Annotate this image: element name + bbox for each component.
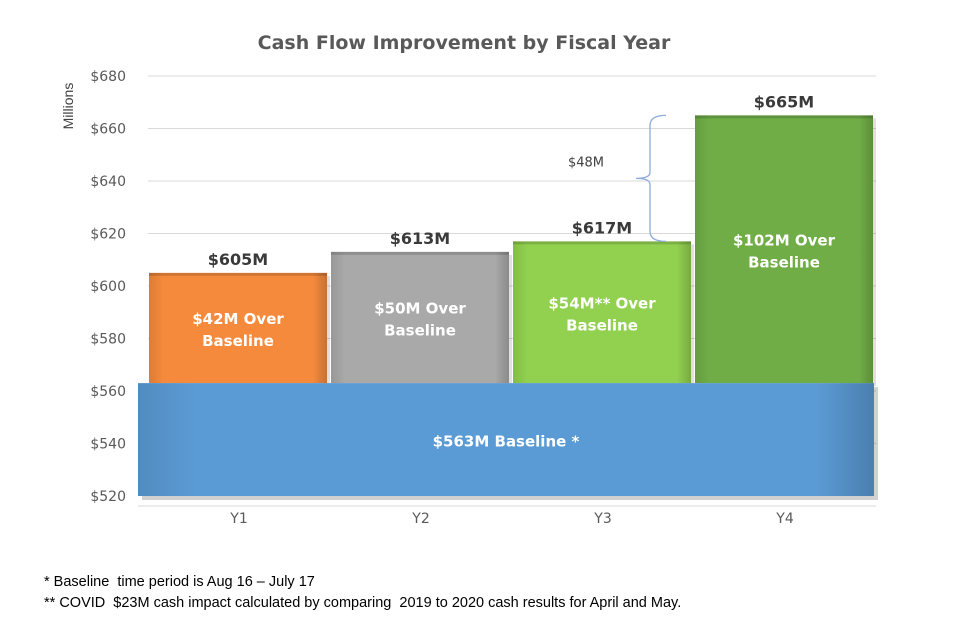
bar-top-edge (149, 272, 327, 276)
y-tick-label: $580 (90, 332, 126, 348)
y-axis-label: Millions (60, 83, 76, 130)
footnote-baseline: * Baseline time period is Aug 16 – July … (44, 574, 315, 590)
bar-shading (695, 115, 873, 384)
y-tick-label: $520 (90, 489, 126, 505)
annotation-label: $48M (568, 155, 604, 170)
footnotes: * Baseline time period is Aug 16 – July … (44, 572, 681, 614)
bar-top-edge (513, 241, 691, 245)
chart-title: Cash Flow Improvement by Fiscal Year (258, 32, 671, 54)
bar-top-edge (331, 251, 509, 255)
difference-annotation: $48M (568, 114, 667, 243)
x-tick-label: Y1 (229, 511, 247, 527)
bar-shading (331, 251, 509, 384)
increment-label: $50M Over (374, 300, 466, 318)
footnote-covid: ** COVID $23M cash impact calculated by … (44, 595, 682, 611)
cash-flow-chart: Cash Flow Improvement by Fiscal Year Mil… (60, 32, 878, 527)
bar-shading (149, 272, 327, 384)
x-tick-label: Y3 (593, 511, 611, 527)
baseline-bar-group: $563M Baseline * (138, 383, 878, 500)
increment-label: Baseline (748, 253, 820, 271)
increment-label: Baseline (202, 332, 274, 350)
bars: $605M $42M Over Baseline $613M $50M Over Base… (149, 92, 876, 387)
x-tick-label: Y4 (775, 511, 794, 527)
increment-label: Baseline (566, 316, 638, 334)
bar-top-edge (695, 115, 873, 119)
x-axis-ticks: Y1 Y2 Y3 Y4 (138, 505, 876, 527)
bar-shading (513, 241, 691, 384)
baseline-label: $563M Baseline * (433, 433, 580, 451)
y-tick-label: $540 (90, 437, 126, 453)
total-label: $617M (572, 218, 632, 237)
y-tick-label: $640 (90, 174, 126, 190)
increment-label: $42M Over (192, 310, 284, 328)
y-tick-label: $560 (90, 384, 126, 400)
y-tick-label: $600 (90, 279, 126, 295)
increment-label: $102M Over (733, 231, 836, 249)
baseline-shading (138, 383, 874, 496)
increment-label: $54M** Over (548, 294, 656, 312)
increment-label: Baseline (384, 322, 456, 340)
total-label: $613M (390, 229, 450, 248)
y-axis-ticks: $520 $540 $560 $580 $600 $620 $640 $660 $680 (90, 69, 126, 505)
y-tick-label: $680 (90, 69, 126, 85)
total-label: $605M (208, 250, 268, 269)
brace-shape (635, 114, 667, 243)
y-tick-label: $620 (90, 227, 126, 243)
x-tick-label: Y2 (411, 511, 429, 527)
total-label: $665M (754, 92, 814, 111)
y-tick-label: $660 (90, 122, 126, 138)
